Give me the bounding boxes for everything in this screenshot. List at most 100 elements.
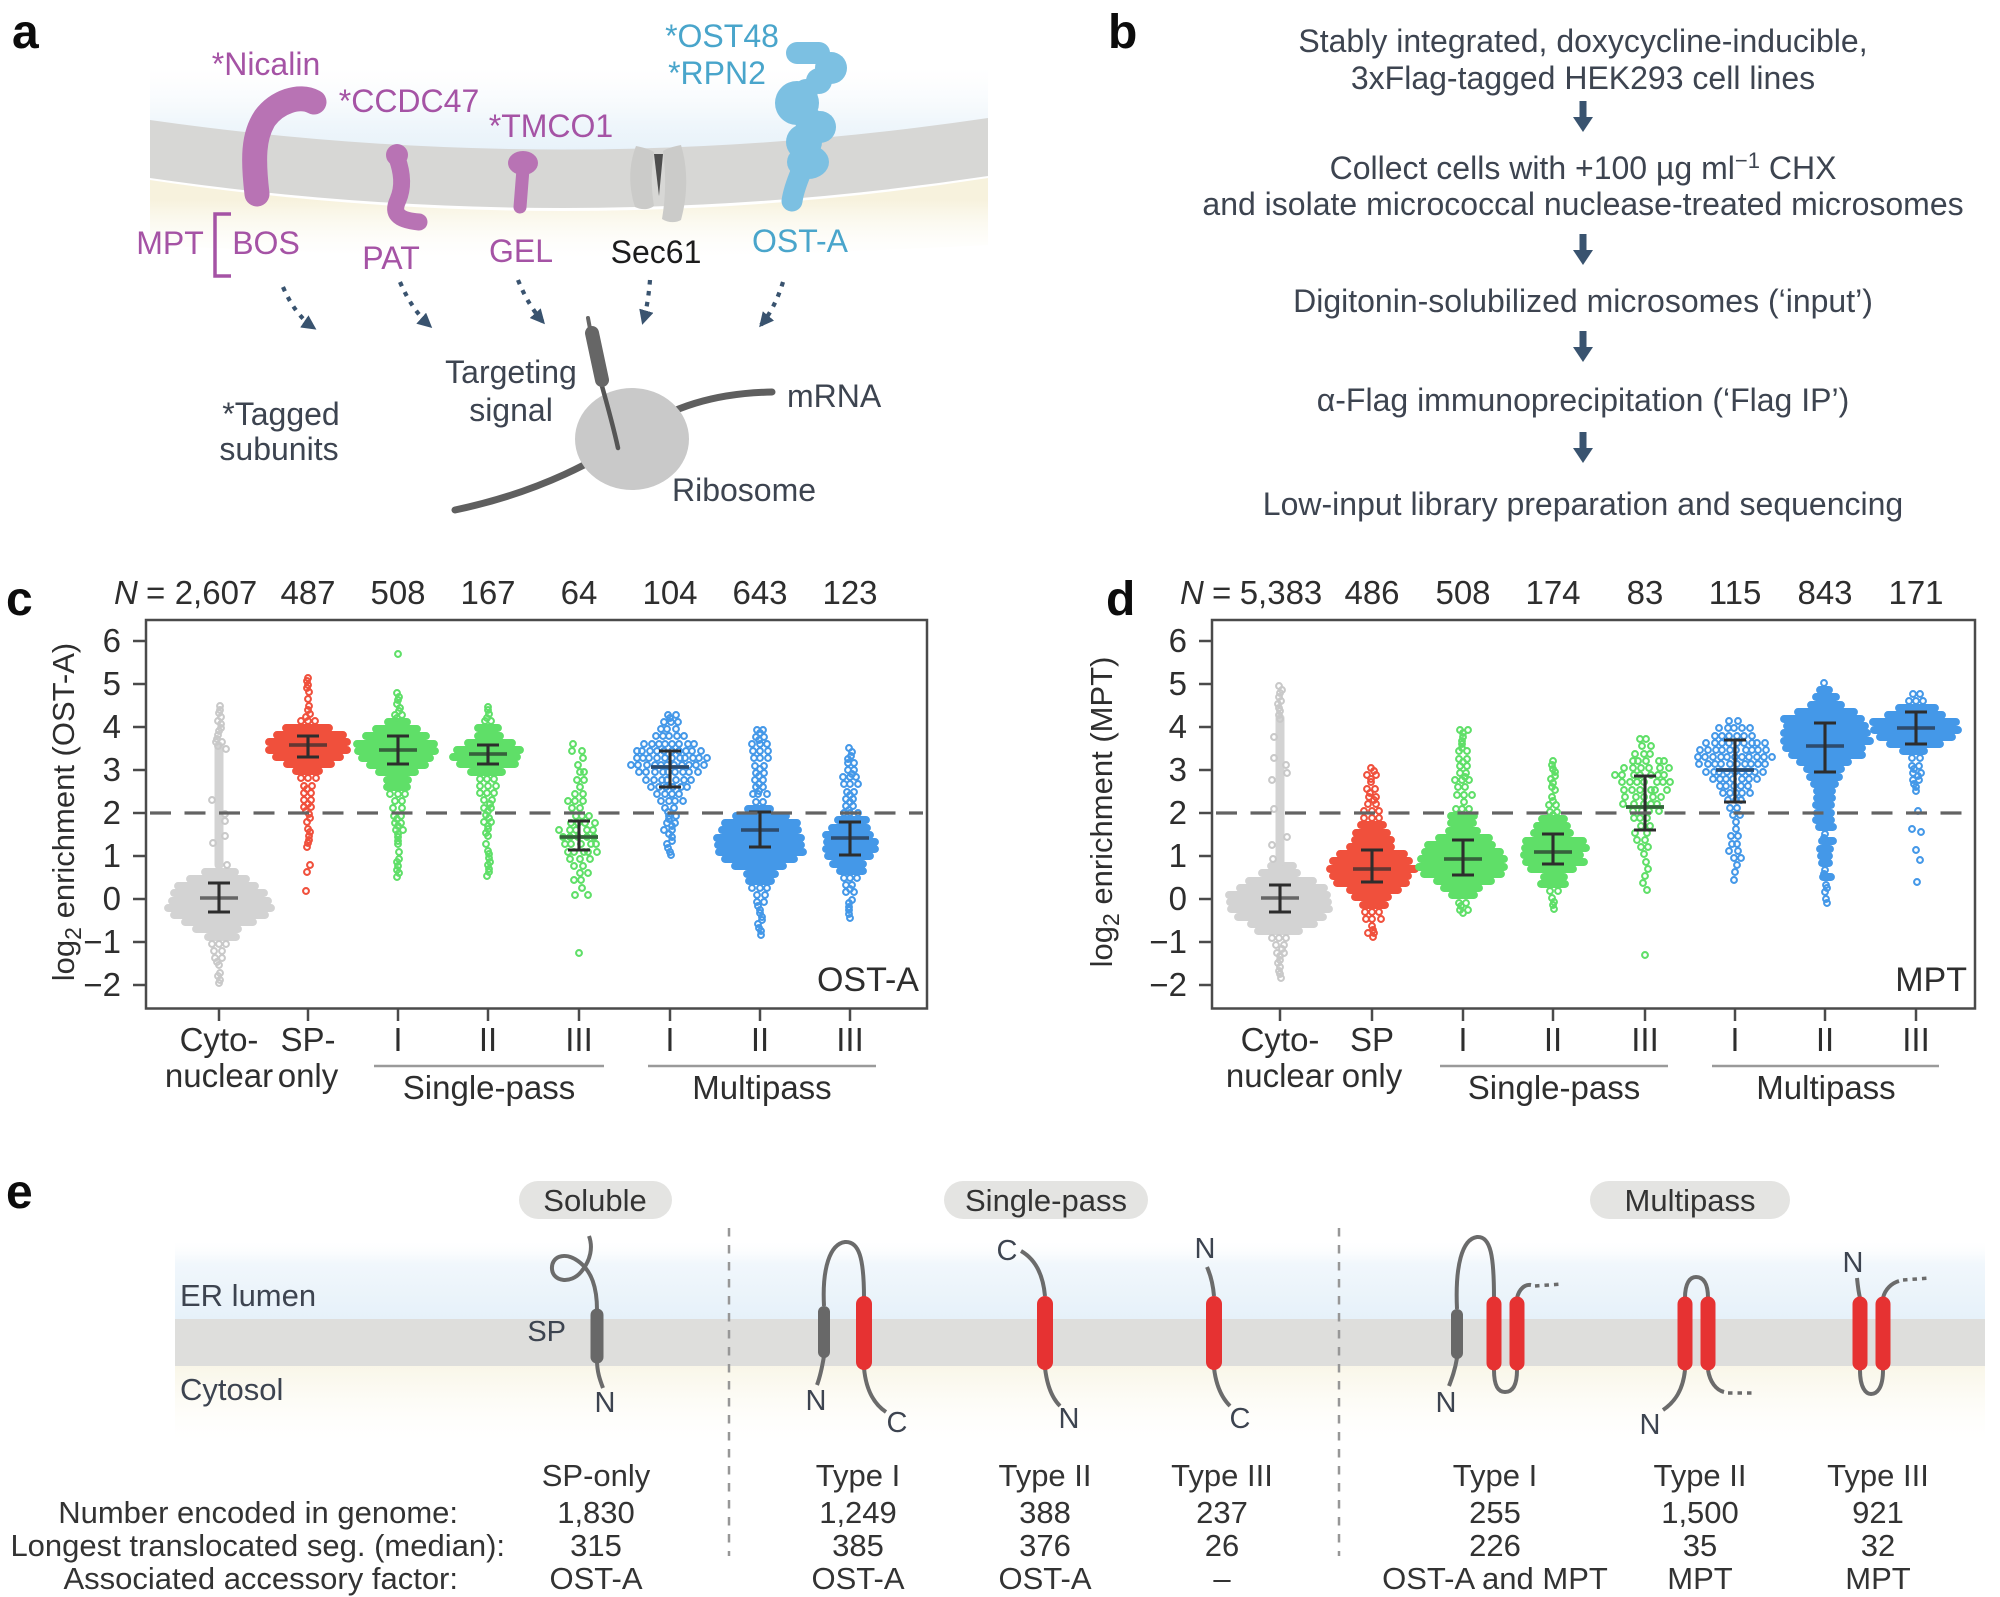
svg-text:Ribosome: Ribosome bbox=[672, 472, 816, 508]
svg-text:OST-A: OST-A bbox=[549, 1561, 642, 1596]
svg-text:N: N bbox=[1843, 1247, 1864, 1279]
svg-text:Soluble: Soluble bbox=[543, 1183, 646, 1218]
svg-text:Type III: Type III bbox=[1827, 1458, 1929, 1493]
svg-text:α-Flag immunoprecipitation (‘F: α-Flag immunoprecipitation (‘Flag IP’) bbox=[1317, 382, 1849, 418]
svg-text:C: C bbox=[887, 1407, 908, 1439]
svg-text:1,249: 1,249 bbox=[819, 1495, 897, 1530]
svg-text:SP-only: SP-only bbox=[542, 1458, 651, 1493]
svg-text:N: N bbox=[114, 574, 138, 611]
svg-text:d: d bbox=[1106, 573, 1135, 626]
svg-text:OST-A: OST-A bbox=[817, 961, 919, 999]
svg-text:b: b bbox=[1108, 6, 1137, 59]
svg-text:508: 508 bbox=[370, 574, 425, 611]
svg-text:1,500: 1,500 bbox=[1661, 1495, 1739, 1530]
svg-text:0: 0 bbox=[103, 880, 121, 917]
svg-text:Collect cells with +100 µg ml−: Collect cells with +100 µg ml−1 CHX bbox=[1330, 148, 1837, 186]
svg-text:486: 486 bbox=[1344, 574, 1399, 611]
svg-text:Type II: Type II bbox=[1653, 1458, 1746, 1493]
svg-text:−2: −2 bbox=[1149, 966, 1187, 1003]
svg-text:32: 32 bbox=[1861, 1528, 1895, 1563]
svg-text:Cyto-: Cyto- bbox=[180, 1021, 259, 1058]
svg-text:N: N bbox=[1640, 1409, 1661, 1441]
svg-text:C: C bbox=[1230, 1403, 1251, 1435]
svg-text:Longest translocated seg. (med: Longest translocated seg. (median): bbox=[10, 1528, 505, 1563]
svg-text:388: 388 bbox=[1019, 1495, 1071, 1530]
svg-text:*Nicalin: *Nicalin bbox=[212, 46, 320, 82]
svg-text:III: III bbox=[565, 1021, 593, 1058]
svg-text:1: 1 bbox=[1169, 837, 1187, 874]
svg-text:I: I bbox=[1730, 1021, 1739, 1058]
svg-text:Single-pass: Single-pass bbox=[1468, 1069, 1640, 1106]
svg-text:log2 enrichment (OST-A): log2 enrichment (OST-A) bbox=[46, 643, 86, 981]
svg-text:104: 104 bbox=[642, 574, 697, 611]
svg-text:167: 167 bbox=[460, 574, 515, 611]
svg-text:N: N bbox=[1180, 574, 1204, 611]
svg-text:*RPN2: *RPN2 bbox=[668, 55, 766, 91]
svg-text:Number encoded in genome:: Number encoded in genome: bbox=[58, 1495, 458, 1530]
svg-text:signal: signal bbox=[469, 392, 553, 428]
svg-text:2,607: 2,607 bbox=[175, 574, 258, 611]
svg-text:3xFlag-tagged HEK293 cell line: 3xFlag-tagged HEK293 cell lines bbox=[1351, 60, 1815, 96]
svg-text:385: 385 bbox=[832, 1528, 884, 1563]
svg-text:−1: −1 bbox=[83, 923, 121, 960]
svg-text:III: III bbox=[1631, 1021, 1659, 1058]
svg-text:26: 26 bbox=[1205, 1528, 1239, 1563]
svg-text:II: II bbox=[1816, 1021, 1834, 1058]
svg-text:Sec61: Sec61 bbox=[611, 234, 702, 270]
svg-text:MPT: MPT bbox=[136, 225, 204, 261]
svg-text:nuclear: nuclear bbox=[1226, 1057, 1334, 1094]
svg-text:OST-A and MPT: OST-A and MPT bbox=[1382, 1561, 1608, 1596]
svg-text:255: 255 bbox=[1469, 1495, 1521, 1530]
svg-text:ER lumen: ER lumen bbox=[180, 1278, 316, 1313]
svg-text:SP: SP bbox=[527, 1316, 566, 1348]
svg-text:C: C bbox=[997, 1235, 1018, 1267]
svg-text:MPT: MPT bbox=[1667, 1561, 1733, 1596]
svg-text:BOS: BOS bbox=[232, 225, 300, 261]
svg-text:II: II bbox=[479, 1021, 497, 1058]
svg-text:5: 5 bbox=[1169, 665, 1187, 702]
svg-text:PAT: PAT bbox=[362, 240, 419, 276]
svg-text:643: 643 bbox=[732, 574, 787, 611]
svg-text:843: 843 bbox=[1797, 574, 1852, 611]
svg-text:*CCDC47: *CCDC47 bbox=[339, 83, 479, 119]
svg-text:−1: −1 bbox=[1149, 923, 1187, 960]
svg-text:4: 4 bbox=[1169, 708, 1187, 745]
svg-text:e: e bbox=[6, 1166, 33, 1219]
svg-text:II: II bbox=[1544, 1021, 1562, 1058]
svg-text:*Tagged: *Tagged bbox=[222, 396, 339, 432]
svg-text:6: 6 bbox=[103, 622, 121, 659]
svg-text:Cytosol: Cytosol bbox=[180, 1372, 283, 1407]
svg-text:5,383: 5,383 bbox=[1240, 574, 1323, 611]
svg-text:Cyto-: Cyto- bbox=[1241, 1021, 1320, 1058]
svg-text:487: 487 bbox=[280, 574, 335, 611]
svg-text:N: N bbox=[1059, 1403, 1080, 1435]
svg-text:N: N bbox=[595, 1387, 616, 1419]
svg-text:2: 2 bbox=[103, 794, 121, 831]
svg-text:Type I: Type I bbox=[1453, 1458, 1537, 1493]
svg-text:Associated accessory factor:: Associated accessory factor: bbox=[63, 1561, 458, 1596]
svg-text:GEL: GEL bbox=[489, 233, 553, 269]
svg-text:0: 0 bbox=[1169, 880, 1187, 917]
svg-text:1,830: 1,830 bbox=[557, 1495, 635, 1530]
svg-text:=: = bbox=[146, 574, 165, 611]
svg-text:only: only bbox=[278, 1057, 339, 1094]
svg-text:Type II: Type II bbox=[998, 1458, 1091, 1493]
svg-text:only: only bbox=[1342, 1057, 1403, 1094]
svg-text:4: 4 bbox=[103, 708, 121, 745]
svg-text:c: c bbox=[6, 573, 33, 626]
svg-text:Digitonin-solubilized microsom: Digitonin-solubilized microsomes (‘input… bbox=[1293, 283, 1873, 319]
svg-text:83: 83 bbox=[1627, 574, 1664, 611]
svg-text:174: 174 bbox=[1525, 574, 1580, 611]
svg-text:115: 115 bbox=[1709, 574, 1762, 611]
svg-text:3: 3 bbox=[1169, 751, 1187, 788]
svg-text:Type I: Type I bbox=[816, 1458, 900, 1493]
svg-text:–: – bbox=[1213, 1561, 1231, 1596]
svg-text:III: III bbox=[836, 1021, 864, 1058]
svg-text:1: 1 bbox=[103, 837, 121, 874]
svg-text:Single-pass: Single-pass bbox=[403, 1069, 575, 1106]
svg-text:Multipass: Multipass bbox=[1625, 1183, 1756, 1218]
svg-text:Stably integrated, doxycycline: Stably integrated, doxycycline-inducible… bbox=[1298, 23, 1867, 59]
svg-text:I: I bbox=[665, 1021, 674, 1058]
svg-text:6: 6 bbox=[1169, 622, 1187, 659]
svg-text:OST-A: OST-A bbox=[998, 1561, 1091, 1596]
